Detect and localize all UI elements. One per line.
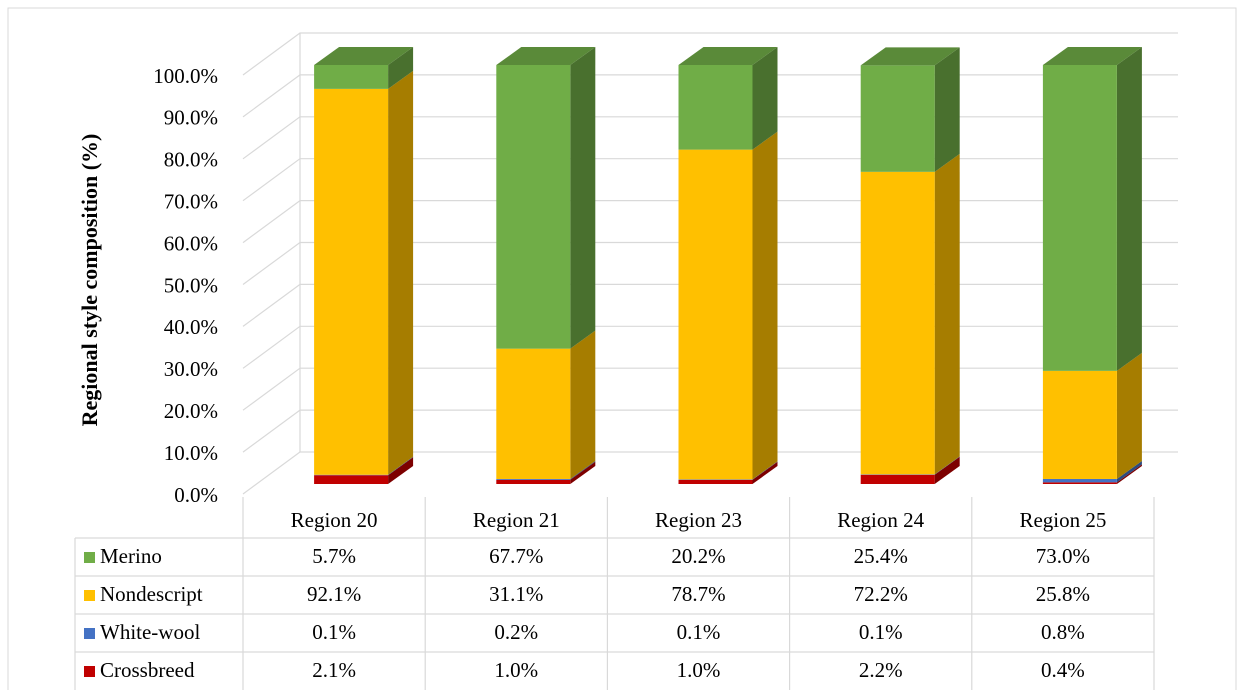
bar-side bbox=[388, 70, 414, 475]
bar bbox=[496, 479, 571, 484]
data-label: 2.1% bbox=[312, 658, 356, 682]
bar bbox=[496, 478, 571, 480]
y-tick-label: 40.0% bbox=[164, 315, 218, 339]
bar-top bbox=[678, 47, 778, 65]
legend-swatch bbox=[84, 552, 95, 563]
bar-top bbox=[860, 47, 960, 66]
data-label: 1.0% bbox=[677, 658, 721, 682]
bar-side bbox=[934, 47, 960, 172]
legend-label: Merino bbox=[100, 544, 162, 568]
legend-swatch bbox=[84, 628, 95, 639]
bar bbox=[1042, 370, 1117, 479]
bar-top bbox=[1042, 47, 1142, 65]
data-label: 20.2% bbox=[671, 544, 725, 568]
y-tick-label: 20.0% bbox=[164, 399, 218, 423]
data-label: 0.2% bbox=[494, 620, 538, 644]
x-tick-label: Region 20 bbox=[291, 508, 378, 532]
y-tick-label: 60.0% bbox=[164, 231, 218, 255]
bar bbox=[1042, 482, 1117, 484]
bar-side bbox=[570, 460, 596, 480]
bar-side bbox=[752, 47, 778, 150]
legend-swatch bbox=[84, 590, 95, 601]
y-tick-label: 10.0% bbox=[164, 441, 218, 465]
y-tick-label: 80.0% bbox=[164, 148, 218, 172]
y-tick-label: 30.0% bbox=[164, 357, 218, 381]
x-tick-label: Region 25 bbox=[1019, 508, 1106, 532]
data-label: 5.7% bbox=[312, 544, 356, 568]
data-label: 0.1% bbox=[859, 620, 903, 644]
bar-side bbox=[1116, 47, 1142, 371]
bar-side bbox=[934, 456, 960, 484]
x-tick-label: Region 24 bbox=[837, 508, 924, 532]
bar bbox=[314, 88, 389, 475]
data-label: 25.8% bbox=[1036, 582, 1090, 606]
bar-side bbox=[1116, 464, 1142, 484]
bar bbox=[1042, 478, 1117, 483]
bar-side bbox=[1116, 352, 1142, 479]
data-label: 78.7% bbox=[671, 582, 725, 606]
legend-label: Nondescript bbox=[100, 582, 203, 606]
bar-side bbox=[934, 456, 960, 475]
data-label: 72.2% bbox=[854, 582, 908, 606]
data-label: 0.4% bbox=[1041, 658, 1085, 682]
bar bbox=[496, 348, 571, 479]
bar-side bbox=[570, 47, 596, 349]
bar bbox=[1042, 65, 1117, 371]
bar-side bbox=[388, 47, 414, 89]
data-label: 73.0% bbox=[1036, 544, 1090, 568]
bar-side bbox=[752, 131, 778, 480]
bar bbox=[860, 474, 935, 484]
data-label: 0.1% bbox=[312, 620, 356, 644]
data-label: 31.1% bbox=[489, 582, 543, 606]
bar-top bbox=[314, 47, 414, 65]
x-tick-label: Region 21 bbox=[473, 508, 560, 532]
bar-top bbox=[496, 47, 596, 65]
data-label: 1.0% bbox=[494, 658, 538, 682]
bar bbox=[678, 479, 753, 484]
x-tick-label: Region 23 bbox=[655, 508, 742, 532]
bar bbox=[678, 65, 753, 150]
y-tick-label: 0.0% bbox=[174, 483, 218, 507]
bar-side bbox=[752, 461, 778, 480]
bar bbox=[496, 65, 571, 349]
legend-label: Crossbreed bbox=[100, 658, 195, 682]
bar-side bbox=[388, 457, 414, 484]
y-tick-label: 90.0% bbox=[164, 106, 218, 130]
bar-side bbox=[570, 461, 596, 484]
data-label: 0.1% bbox=[677, 620, 721, 644]
data-label: 67.7% bbox=[489, 544, 543, 568]
y-tick-label: 100.0% bbox=[153, 64, 218, 88]
bar-side bbox=[752, 461, 778, 484]
y-tick-label: 50.0% bbox=[164, 273, 218, 297]
y-tick-label: 70.0% bbox=[164, 190, 218, 214]
bar bbox=[860, 171, 935, 475]
bar bbox=[678, 149, 753, 480]
bar bbox=[860, 65, 935, 172]
bar bbox=[314, 65, 389, 89]
legend-swatch bbox=[84, 666, 95, 677]
data-label: 25.4% bbox=[854, 544, 908, 568]
bar-side bbox=[388, 456, 414, 476]
data-label: 0.8% bbox=[1041, 620, 1085, 644]
frame bbox=[7, 7, 1237, 690]
data-label: 92.1% bbox=[307, 582, 361, 606]
bar bbox=[314, 475, 389, 484]
legend-label: White-wool bbox=[100, 620, 200, 644]
bar-side bbox=[934, 153, 960, 475]
bar-side bbox=[1116, 460, 1142, 483]
data-label: 2.2% bbox=[859, 658, 903, 682]
y-axis-title: Regional style composition (%) bbox=[77, 134, 102, 427]
bar-side bbox=[570, 330, 596, 479]
